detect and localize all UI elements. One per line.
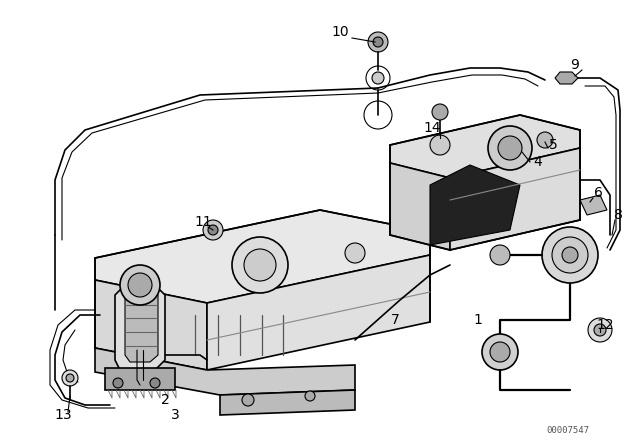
Text: 14: 14	[423, 121, 441, 135]
Circle shape	[372, 72, 384, 84]
Circle shape	[128, 273, 152, 297]
Text: 4: 4	[534, 155, 542, 169]
Text: 3: 3	[171, 408, 179, 422]
Polygon shape	[95, 280, 207, 370]
Text: 9: 9	[571, 58, 579, 72]
Text: 10: 10	[331, 25, 349, 39]
Text: 2: 2	[161, 393, 170, 407]
Circle shape	[490, 245, 510, 265]
Text: 8: 8	[614, 208, 623, 222]
Circle shape	[562, 247, 578, 263]
Circle shape	[242, 394, 254, 406]
Text: 00007547: 00007547	[547, 426, 589, 435]
Polygon shape	[207, 255, 430, 370]
Circle shape	[150, 378, 160, 388]
Polygon shape	[555, 72, 578, 84]
Circle shape	[594, 324, 606, 336]
Circle shape	[542, 227, 598, 283]
Circle shape	[432, 104, 448, 120]
Circle shape	[62, 370, 78, 386]
Polygon shape	[430, 165, 520, 245]
Polygon shape	[450, 148, 580, 250]
Text: 12: 12	[596, 318, 614, 332]
Circle shape	[232, 237, 288, 293]
Circle shape	[537, 132, 553, 148]
Circle shape	[490, 342, 510, 362]
Circle shape	[488, 126, 532, 170]
Circle shape	[305, 391, 315, 401]
Circle shape	[345, 243, 365, 263]
Circle shape	[208, 225, 218, 235]
Polygon shape	[580, 195, 607, 215]
Polygon shape	[390, 163, 450, 250]
Circle shape	[552, 237, 588, 273]
Polygon shape	[390, 115, 580, 178]
Text: 11: 11	[194, 215, 212, 229]
Circle shape	[482, 334, 518, 370]
Text: 13: 13	[54, 408, 72, 422]
Circle shape	[588, 318, 612, 342]
Circle shape	[368, 32, 388, 52]
Circle shape	[120, 265, 160, 305]
Polygon shape	[115, 285, 165, 370]
Polygon shape	[95, 210, 430, 303]
Polygon shape	[220, 390, 355, 415]
Text: 6: 6	[593, 186, 602, 200]
Circle shape	[373, 37, 383, 47]
Circle shape	[203, 220, 223, 240]
Polygon shape	[105, 368, 175, 390]
Circle shape	[498, 136, 522, 160]
Circle shape	[244, 249, 276, 281]
Polygon shape	[95, 348, 355, 395]
Circle shape	[430, 135, 450, 155]
Circle shape	[66, 374, 74, 382]
Polygon shape	[125, 288, 158, 362]
Text: 5: 5	[548, 138, 557, 152]
Circle shape	[113, 378, 123, 388]
Text: 7: 7	[390, 313, 399, 327]
Text: 1: 1	[474, 313, 483, 327]
